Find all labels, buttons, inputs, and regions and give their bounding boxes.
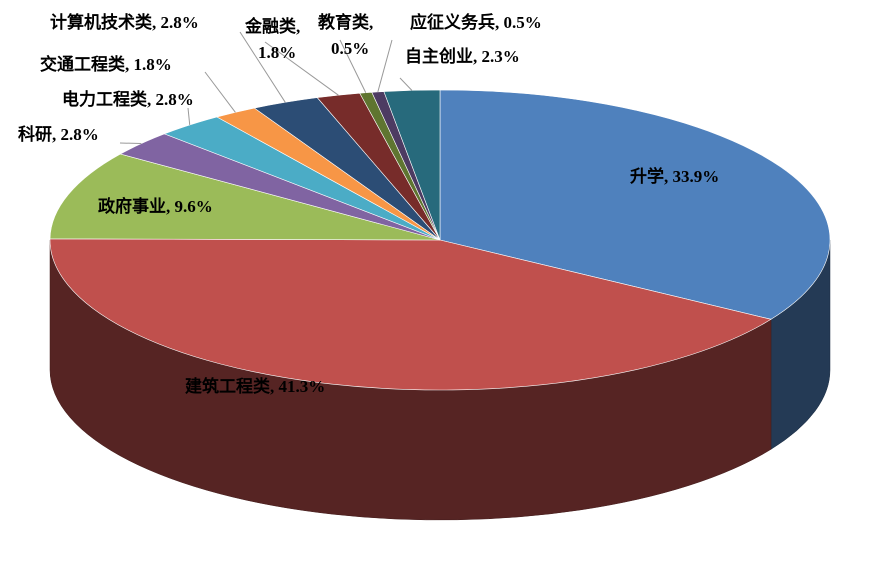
data-label-line: 电力工程类, 2.8%	[62, 89, 194, 109]
data-label-line: 教育类,	[317, 12, 373, 32]
data-label-line: 升学, 33.9%	[630, 166, 719, 186]
pie-slice	[439, 89, 831, 320]
data-label-line: 应征义务兵, 0.5%	[410, 12, 542, 32]
data-label-line: 科研, 2.8%	[18, 124, 99, 144]
leader-line	[339, 39, 367, 93]
leader-line	[119, 142, 142, 145]
leader-line	[264, 41, 339, 96]
pie-slice	[383, 89, 441, 241]
pie-slice	[49, 153, 441, 241]
data-label-line: 1.8%	[258, 43, 296, 62]
data-label: 应征义务兵, 0.5%	[410, 12, 542, 32]
data-label-line: 建筑工程类, 41.3%	[185, 376, 325, 396]
pie-tops	[49, 89, 831, 391]
data-label: 教育类, 0.5%	[317, 12, 373, 58]
data-label-line: 交通工程类, 1.8%	[40, 54, 172, 74]
pie-slice	[49, 238, 772, 391]
leader-line	[204, 71, 236, 113]
leader-line	[377, 39, 393, 93]
leader-line	[239, 31, 286, 103]
data-label-line: 自主创业, 2.3%	[405, 46, 520, 66]
data-label: 政府事业, 9.6%	[98, 196, 213, 216]
data-label: 电力工程类, 2.8%	[62, 89, 194, 109]
data-label: 建筑工程类, 41.3%	[185, 376, 325, 396]
data-label-line: 政府事业, 9.6%	[98, 196, 213, 216]
data-label: 计算机技术类, 2.8%	[50, 12, 199, 32]
leader-line	[187, 107, 191, 126]
data-label: 金融类, 1.8%	[244, 16, 300, 62]
data-label-line: 0.5%	[331, 39, 369, 58]
data-label: 升学, 33.9%	[630, 166, 719, 186]
data-label: 交通工程类, 1.8%	[40, 54, 172, 74]
data-label-line: 金融类,	[244, 16, 300, 36]
data-label: 自主创业, 2.3%	[405, 46, 520, 66]
leader-line	[399, 77, 413, 91]
data-label-line: 计算机技术类, 2.8%	[50, 12, 199, 32]
data-label: 科研, 2.8%	[18, 124, 99, 144]
